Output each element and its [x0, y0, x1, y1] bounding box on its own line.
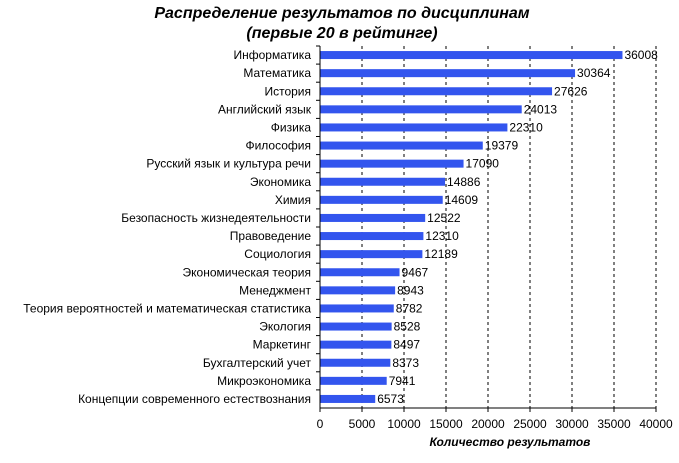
category-label: Химия [275, 193, 311, 207]
data-label: 9467 [402, 265, 429, 279]
axes [316, 45, 657, 412]
category-label: Маркетинг [253, 338, 312, 352]
bar [320, 322, 392, 331]
category-label: Теория вероятностей и математическая ста… [23, 301, 311, 315]
data-label: 19379 [485, 139, 519, 153]
category-label: Русский язык и культура речи [146, 157, 311, 171]
x-axis-title: Количество результатов [430, 435, 591, 449]
bar [320, 394, 376, 403]
data-label: 30364 [577, 66, 611, 80]
bar [320, 195, 443, 204]
gridlines [361, 46, 657, 408]
x-tick-label: 30000 [555, 417, 589, 431]
chart-title: Распределение результатов по дисциплинам [154, 5, 529, 22]
x-tick-label: 25000 [513, 417, 547, 431]
category-label: Информатика [233, 48, 311, 62]
category-label: Концепции современного естествознания [78, 392, 311, 406]
data-label: 12310 [425, 229, 459, 243]
data-label: 8943 [397, 283, 424, 297]
category-label: Социология [244, 247, 311, 261]
bar [320, 69, 576, 78]
x-tick-label: 40000 [639, 417, 673, 431]
bar [320, 177, 446, 186]
bar [320, 304, 394, 313]
data-label: 14609 [445, 193, 479, 207]
x-tick-labels: 0 5000 10000 15000 20000 25000 30000 35000 40000 [317, 417, 673, 431]
category-label: Менеджмент [239, 283, 311, 297]
data-label: 24013 [524, 102, 558, 116]
data-label: 12189 [424, 247, 458, 261]
category-label: Экология [259, 320, 311, 334]
bar [320, 51, 623, 60]
x-tick-label: 15000 [429, 417, 463, 431]
category-label: Физика [271, 120, 312, 134]
category-label: Философия [245, 139, 311, 153]
category-label: История [264, 84, 311, 98]
bar [320, 358, 391, 367]
bar [320, 250, 423, 259]
data-label: 22310 [509, 120, 543, 134]
category-label: Безопасность жизнедеятельности [121, 211, 311, 225]
data-label: 27626 [554, 84, 588, 98]
category-label: Правоведение [230, 229, 312, 243]
bar [320, 376, 387, 385]
data-labels: 36008 30364 27626 24013 22310 19379 17090 14886… [377, 48, 658, 406]
x-tick-label: 35000 [597, 417, 631, 431]
data-label: 6573 [377, 392, 404, 406]
data-label: 12522 [427, 211, 461, 225]
bar [320, 268, 400, 277]
x-tick-label: 5000 [349, 417, 376, 431]
bar [320, 141, 483, 150]
bar [320, 213, 426, 222]
data-label: 36008 [624, 48, 658, 62]
data-label: 17090 [466, 157, 500, 171]
bar [320, 340, 392, 349]
category-label: Микроэкономика [217, 374, 311, 388]
x-tick-label: 10000 [387, 417, 421, 431]
category-label: Бухгалтерский учет [203, 356, 312, 370]
category-label: Английский язык [218, 102, 312, 116]
chart-subtitle: (первые 20 в рейтинге) [246, 25, 437, 42]
x-tick-label: 0 [317, 417, 324, 431]
data-label: 8782 [396, 301, 423, 315]
data-label: 8373 [392, 356, 419, 370]
bar [320, 105, 522, 114]
data-label: 7941 [389, 374, 416, 388]
bar [320, 286, 396, 295]
bars [320, 51, 623, 403]
category-labels: Информатика Математика История Английский я… [23, 48, 311, 406]
data-label: 8497 [393, 338, 420, 352]
bar [320, 123, 508, 132]
bar [320, 159, 464, 168]
bar [320, 232, 424, 241]
category-label: Экономическая теория [183, 265, 311, 279]
category-label: Экономика [250, 175, 311, 189]
data-label: 8528 [394, 320, 421, 334]
category-label: Математика [243, 66, 311, 80]
bar [320, 87, 553, 96]
x-tick-label: 20000 [471, 417, 505, 431]
data-label: 14886 [447, 175, 481, 189]
